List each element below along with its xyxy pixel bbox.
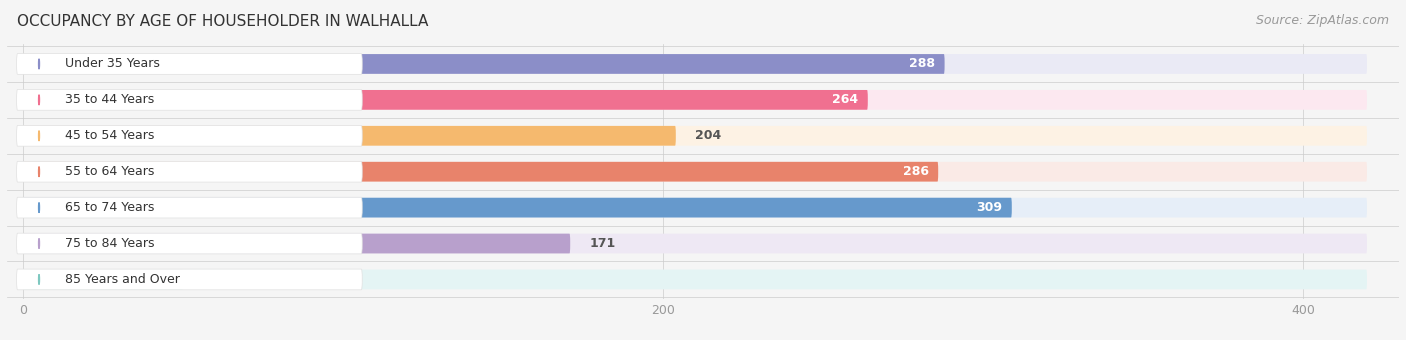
FancyBboxPatch shape <box>22 54 1367 74</box>
FancyBboxPatch shape <box>22 90 1367 110</box>
Text: 50: 50 <box>202 273 219 286</box>
FancyBboxPatch shape <box>22 198 1367 218</box>
FancyBboxPatch shape <box>22 198 1012 218</box>
FancyBboxPatch shape <box>22 162 938 182</box>
Text: Under 35 Years: Under 35 Years <box>65 57 159 70</box>
FancyBboxPatch shape <box>22 162 1367 182</box>
Text: Source: ZipAtlas.com: Source: ZipAtlas.com <box>1256 14 1389 27</box>
Text: 55 to 64 Years: 55 to 64 Years <box>65 165 155 178</box>
FancyBboxPatch shape <box>17 269 363 290</box>
FancyBboxPatch shape <box>22 270 183 289</box>
FancyBboxPatch shape <box>17 161 363 182</box>
Text: 171: 171 <box>589 237 616 250</box>
Text: 288: 288 <box>910 57 935 70</box>
FancyBboxPatch shape <box>22 54 945 74</box>
FancyBboxPatch shape <box>17 89 363 110</box>
FancyBboxPatch shape <box>22 234 1367 253</box>
Text: 35 to 44 Years: 35 to 44 Years <box>65 94 153 106</box>
Text: 85 Years and Over: 85 Years and Over <box>65 273 180 286</box>
Text: 65 to 74 Years: 65 to 74 Years <box>65 201 155 214</box>
FancyBboxPatch shape <box>22 90 868 110</box>
FancyBboxPatch shape <box>22 234 571 253</box>
FancyBboxPatch shape <box>22 126 676 146</box>
Text: 309: 309 <box>976 201 1002 214</box>
Text: OCCUPANCY BY AGE OF HOUSEHOLDER IN WALHALLA: OCCUPANCY BY AGE OF HOUSEHOLDER IN WALHA… <box>17 14 429 29</box>
Text: 204: 204 <box>695 129 721 142</box>
Text: 45 to 54 Years: 45 to 54 Years <box>65 129 155 142</box>
Text: 75 to 84 Years: 75 to 84 Years <box>65 237 155 250</box>
Text: 264: 264 <box>832 94 858 106</box>
FancyBboxPatch shape <box>17 125 363 146</box>
FancyBboxPatch shape <box>17 233 363 254</box>
FancyBboxPatch shape <box>17 54 363 74</box>
FancyBboxPatch shape <box>22 270 1367 289</box>
Text: 286: 286 <box>903 165 928 178</box>
FancyBboxPatch shape <box>17 197 363 218</box>
FancyBboxPatch shape <box>22 126 1367 146</box>
